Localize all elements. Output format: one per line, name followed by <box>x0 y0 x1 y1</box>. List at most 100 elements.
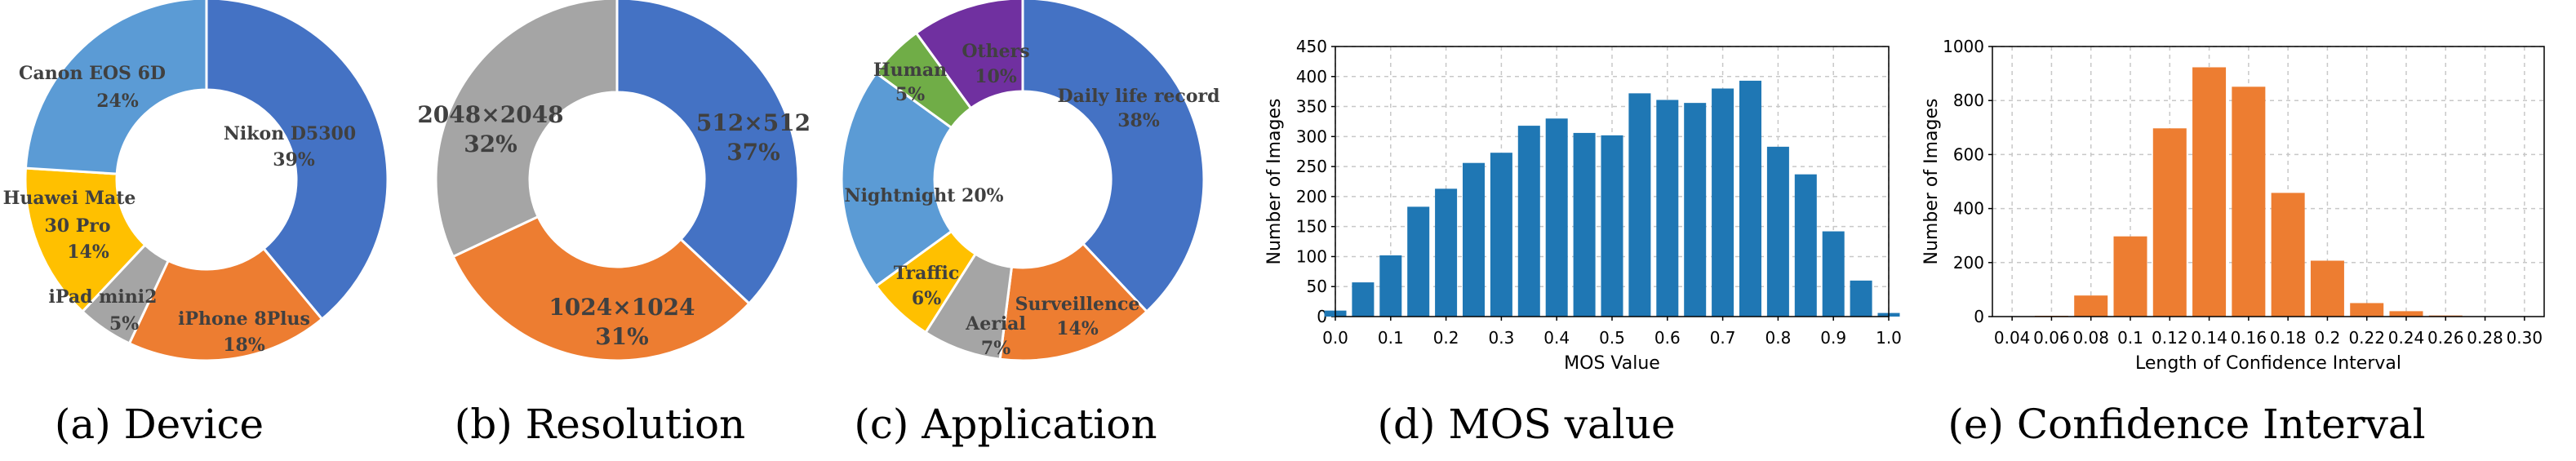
y-tick-label: 1000 <box>1943 37 1984 56</box>
donut-slice-nikon-d5300 <box>205 0 389 321</box>
bar <box>1739 80 1761 317</box>
slice-percent: 31% <box>595 323 649 350</box>
x-tick-label: 0.18 <box>2270 328 2307 348</box>
y-tick-label: 250 <box>1296 157 1327 176</box>
y-tick-label: 350 <box>1296 97 1327 117</box>
bar <box>2350 303 2384 317</box>
x-tick-label: 0.22 <box>2348 328 2385 348</box>
x-tick-label: 0.30 <box>2507 328 2543 348</box>
donut-slice-others <box>914 0 1024 110</box>
x-tick-label: 0.12 <box>2152 328 2188 348</box>
bar <box>1545 118 1568 317</box>
plot-frame <box>1335 46 1890 317</box>
y-tick-label: 400 <box>1953 199 1984 219</box>
donut-slice-512-512 <box>615 0 800 306</box>
bar <box>1352 282 1375 317</box>
slice-percent: 5% <box>109 313 139 335</box>
bar <box>2389 311 2423 317</box>
bar <box>1407 206 1430 317</box>
donut-slice-daily-life-record <box>1021 0 1206 313</box>
slice-label: 1024×1024 <box>549 294 695 321</box>
bar <box>1490 153 1512 317</box>
bar <box>2310 260 2344 317</box>
x-tick-label: 0.04 <box>1994 328 2031 348</box>
donut-chart-2: Daily life record 38% Surveillence 14% Aeria… <box>840 0 1219 448</box>
slice-label: 30 Pro <box>44 215 110 237</box>
slice-label: iPhone 8Plus <box>178 308 310 330</box>
bar <box>1628 93 1651 317</box>
y-tick-label: 300 <box>1296 126 1327 146</box>
y-axis-label: Number of Images <box>1921 99 1942 265</box>
x-tick-label: 0.4 <box>1543 328 1570 348</box>
donut-slice-iphone-8plus <box>127 246 324 362</box>
slice-percent: 18% <box>223 335 265 356</box>
slice-percent: 37% <box>726 139 780 166</box>
x-tick-label: 0.6 <box>1654 328 1681 348</box>
x-axis-label: MOS Value <box>1564 353 1660 374</box>
slice-label: Traffic <box>894 263 959 284</box>
chart-caption: (c) Application <box>854 401 1157 448</box>
slice-label: Others <box>962 41 1029 62</box>
x-tick-label: 0.5 <box>1599 328 1625 348</box>
x-tick-label: 0.28 <box>2467 328 2503 348</box>
y-tick-label: 150 <box>1296 217 1327 237</box>
x-tick-label: 0.16 <box>2231 328 2267 348</box>
x-tick-label: 0.2 <box>1433 328 1459 348</box>
slice-percent: 14% <box>1056 318 1099 339</box>
bar <box>1379 255 1402 317</box>
chart-caption: (e) Confidence Interval <box>1948 401 2425 448</box>
x-tick-label: 0.26 <box>2427 328 2464 348</box>
donut-slice-surveillence <box>998 242 1149 362</box>
slice-percent: 39% <box>273 149 315 171</box>
bar <box>1712 88 1734 317</box>
bar <box>1684 103 1707 317</box>
slice-label: 2048×2048 <box>417 101 563 128</box>
slice-percent: 38% <box>1117 110 1160 131</box>
x-tick-label: 0.24 <box>2388 328 2425 348</box>
y-tick-label: 600 <box>1953 144 1984 164</box>
slice-percent: 6% <box>912 288 941 309</box>
plot-frame <box>1992 46 2545 317</box>
bar <box>1463 162 1485 317</box>
slice-percent: 5% <box>895 84 925 105</box>
slice-label: Nikon D5300 <box>224 123 356 144</box>
slice-label: Aerial <box>965 313 1026 335</box>
bar <box>2232 86 2266 317</box>
y-tick-label: 450 <box>1296 37 1327 56</box>
y-axis-label: Number of Images <box>1264 99 1285 265</box>
slice-label: Canon EOS 6D <box>19 63 166 84</box>
bar <box>1435 188 1458 317</box>
x-tick-label: 0.14 <box>2191 328 2227 348</box>
x-tick-label: 1.0 <box>1876 328 1902 348</box>
bar <box>2271 193 2305 317</box>
x-tick-label: 0.7 <box>1710 328 1736 348</box>
bar <box>1850 280 1872 317</box>
y-tick-label: 200 <box>1296 187 1327 206</box>
y-tick-label: 0 <box>1974 307 1984 326</box>
slice-percent: 7% <box>981 338 1010 359</box>
slice-label: Surveillence <box>1015 294 1140 315</box>
x-tick-label: 0.1 <box>2117 328 2143 348</box>
y-tick-label: 400 <box>1296 67 1327 86</box>
y-tick-label: 100 <box>1296 246 1327 266</box>
bar <box>2152 128 2187 317</box>
x-tick-label: 0.1 <box>1378 328 1404 348</box>
bar <box>1822 231 1845 317</box>
slice-percent: 10% <box>975 66 1017 87</box>
slice-label: 512×512 <box>696 109 811 136</box>
bar <box>1766 146 1789 317</box>
bar <box>2074 295 2108 317</box>
bar <box>1794 174 1817 317</box>
slice-percent: 32% <box>464 131 517 157</box>
x-tick-label: 0.2 <box>2315 328 2341 348</box>
x-tick-label: 0.06 <box>2033 328 2070 348</box>
x-tick-label: 0.9 <box>1820 328 1846 348</box>
bar <box>2113 236 2147 317</box>
donut-slice-nightnight <box>840 71 953 288</box>
slice-percent: 14% <box>67 242 109 263</box>
x-tick-label: 0.3 <box>1488 328 1514 348</box>
y-tick-label: 50 <box>1307 277 1327 296</box>
